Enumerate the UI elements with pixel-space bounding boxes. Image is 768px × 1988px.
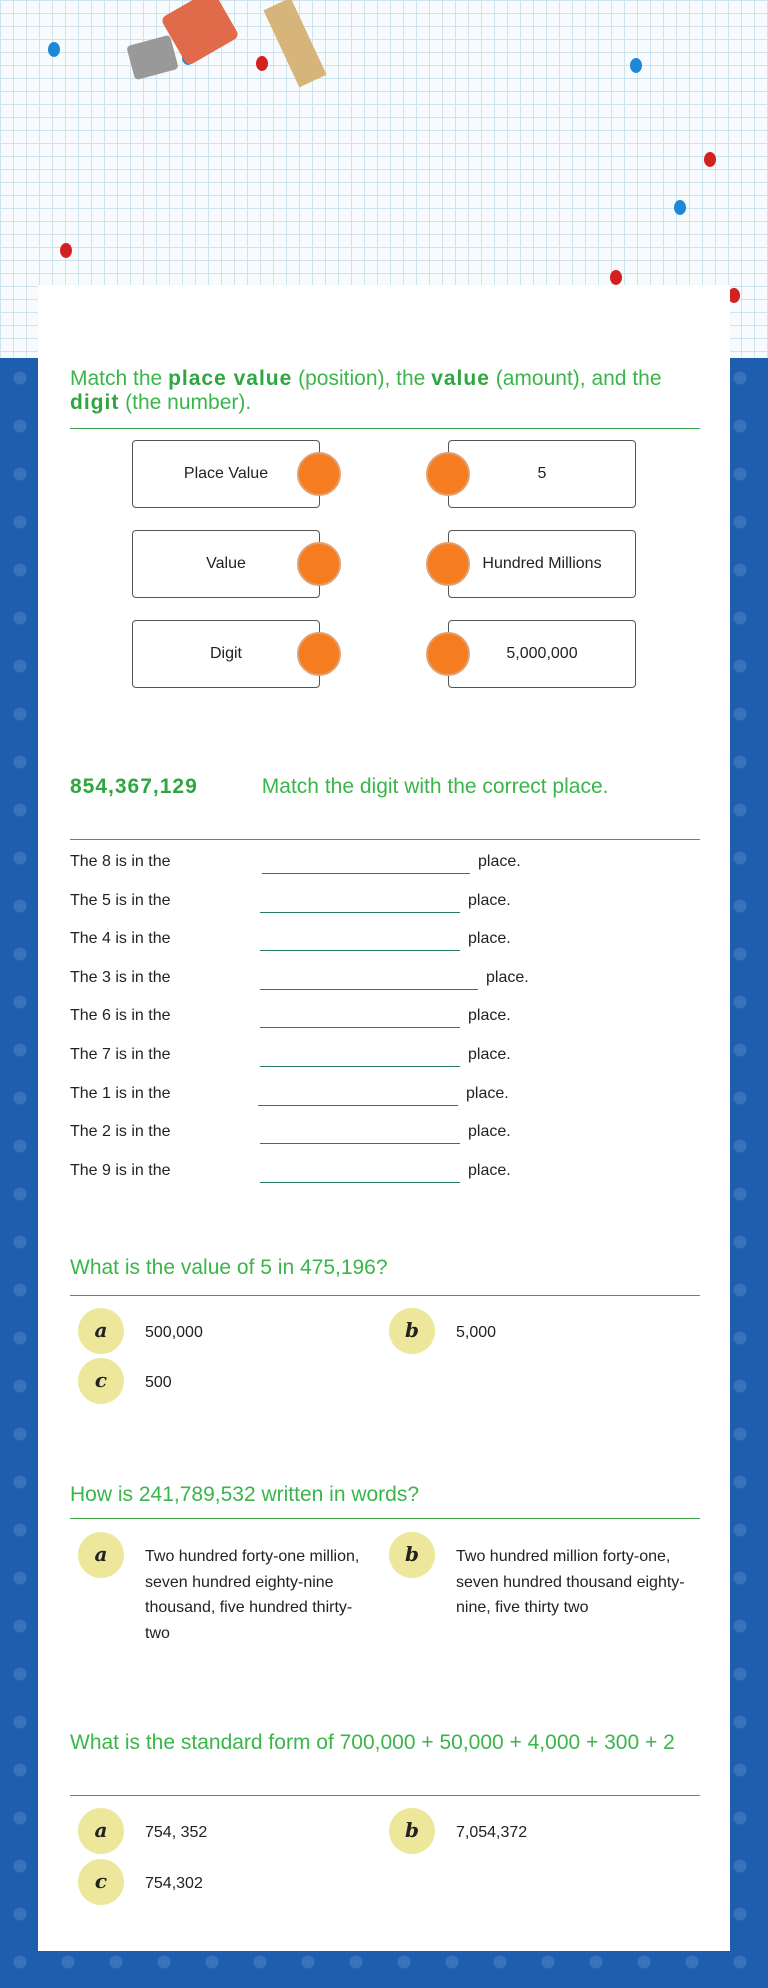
row-suffix: place. bbox=[466, 1084, 509, 1102]
match-connector-handle[interactable] bbox=[297, 542, 341, 586]
row-suffix: place. bbox=[468, 1007, 511, 1025]
row-label: The 4 is in the bbox=[70, 930, 171, 948]
row-label: The 9 is in the bbox=[70, 1161, 171, 1179]
option-text: Two hundred million forty-one, seven hun… bbox=[456, 1548, 685, 1616]
option-letter-badge: c bbox=[78, 1358, 124, 1404]
answer-blank[interactable] bbox=[260, 1027, 460, 1029]
match-connector-handle[interactable] bbox=[297, 632, 341, 676]
row-label: The 6 is in the bbox=[70, 1007, 171, 1025]
fill-blank-row: The 6 is in the place. bbox=[70, 1007, 670, 1031]
answer-blank[interactable] bbox=[258, 1104, 458, 1106]
option-text: 754,302 bbox=[145, 1875, 203, 1892]
match-connector-handle[interactable] bbox=[426, 452, 470, 496]
option-letter-badge: a bbox=[78, 1808, 124, 1854]
answer-blank[interactable] bbox=[260, 1143, 460, 1145]
row-suffix: place. bbox=[468, 930, 511, 948]
row-suffix: place. bbox=[468, 1046, 511, 1063]
row-label: The 1 is in the bbox=[70, 1084, 171, 1102]
option-text: 500 bbox=[145, 1374, 172, 1391]
match-connector-handle[interactable] bbox=[297, 452, 341, 496]
answer-blank[interactable] bbox=[260, 988, 478, 990]
row-suffix: place. bbox=[486, 968, 529, 986]
fill-blank-row: The 3 is in the place. bbox=[70, 969, 670, 993]
fill-blank-row: The 5 is in the place. bbox=[70, 892, 670, 916]
option-text: 754, 352 bbox=[145, 1824, 208, 1841]
option-letter-badge: a bbox=[78, 1532, 124, 1578]
divider bbox=[70, 1518, 700, 1519]
match-right-item[interactable]: 5 bbox=[448, 440, 636, 508]
option-text: Two hundred forty-one million, seven hun… bbox=[145, 1548, 360, 1642]
match-connector-handle[interactable] bbox=[426, 542, 470, 586]
divider bbox=[70, 1295, 700, 1296]
row-label: The 2 is in the bbox=[70, 1123, 171, 1141]
option-letter-badge: b bbox=[389, 1808, 435, 1854]
row-suffix: place. bbox=[478, 853, 521, 870]
fill-blank-row: The 7 is in the place. bbox=[70, 1046, 670, 1070]
fill-blank-row: The 8 is in the place. bbox=[70, 853, 670, 877]
divider bbox=[70, 839, 700, 840]
option-letter-badge: b bbox=[389, 1308, 435, 1354]
answer-blank[interactable] bbox=[260, 1066, 460, 1067]
option-letter-badge: b bbox=[389, 1532, 435, 1578]
fill-blank-row: The 2 is in the place. bbox=[70, 1123, 670, 1147]
option-letter-badge: a bbox=[78, 1308, 124, 1354]
match-left-item[interactable]: Digit bbox=[132, 620, 320, 688]
row-suffix: place. bbox=[468, 1161, 511, 1179]
divider bbox=[70, 1795, 700, 1796]
row-suffix: place. bbox=[468, 891, 511, 909]
divider bbox=[70, 428, 700, 429]
row-label: The 7 is in the bbox=[70, 1046, 171, 1063]
q1-heading: Match the place value (position), the va… bbox=[70, 367, 662, 414]
answer-blank[interactable] bbox=[260, 950, 460, 952]
answer-blank[interactable] bbox=[262, 873, 470, 874]
option-text: 500,000 bbox=[145, 1324, 203, 1341]
match-left-item[interactable]: Place Value bbox=[132, 440, 320, 508]
row-label: The 5 is in the bbox=[70, 891, 171, 909]
q4-question: How is 241,789,532 written in words? bbox=[70, 1483, 420, 1506]
fill-blank-row: The 1 is in the place. bbox=[70, 1085, 670, 1109]
q3-question: What is the value of 5 in 475,196? bbox=[70, 1256, 388, 1279]
match-right-item[interactable]: 5,000,000 bbox=[448, 620, 636, 688]
row-label: The 8 is in the bbox=[70, 853, 171, 870]
option-letter-badge: c bbox=[78, 1859, 124, 1905]
fill-blank-row: The 4 is in the place. bbox=[70, 930, 670, 954]
match-left-item[interactable]: Value bbox=[132, 530, 320, 598]
q2-heading: 854,367,129 Match the digit with the corr… bbox=[70, 775, 609, 798]
row-suffix: place. bbox=[468, 1123, 511, 1141]
option-text: 5,000 bbox=[456, 1324, 497, 1341]
answer-blank[interactable] bbox=[260, 911, 460, 913]
row-label: The 3 is in the bbox=[70, 968, 171, 986]
match-right-item[interactable]: Hundred Millions bbox=[448, 530, 636, 598]
match-connector-handle[interactable] bbox=[426, 632, 470, 676]
q5-question: What is the standard form of 700,000 + 5… bbox=[70, 1731, 675, 1754]
fill-blank-row: The 9 is in the place. bbox=[70, 1162, 670, 1186]
option-text: 7,054,372 bbox=[456, 1824, 528, 1841]
answer-blank[interactable] bbox=[260, 1181, 460, 1183]
